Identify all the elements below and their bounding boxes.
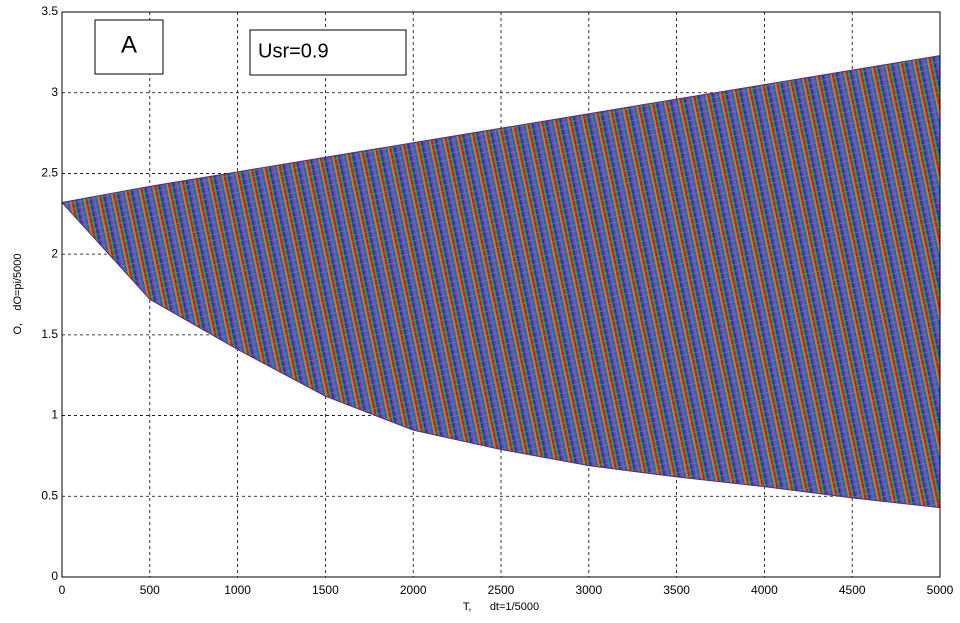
annotation: Usr=0.9 [258, 40, 329, 62]
y-tick-label: 1 [51, 408, 58, 422]
x-tick-label: 2500 [488, 583, 515, 597]
x-tick-label: 4500 [839, 583, 866, 597]
annotation-box [249, 29, 407, 76]
y-tick-label: 2 [51, 246, 58, 260]
annotation: A [121, 31, 137, 58]
band-edge [61, 202, 941, 509]
x-tick-label: 1500 [312, 583, 339, 597]
plot-frame [61, 11, 941, 578]
x-axis-label: T, dt=1/5000 [463, 601, 539, 613]
x-tick-label: 500 [140, 583, 160, 597]
x-tick-label: 1000 [224, 583, 251, 597]
band-fill [62, 55, 940, 508]
x-tick-label: 3500 [663, 583, 690, 597]
y-tick-label: 1.5 [41, 327, 58, 341]
y-tick-label: 3.5 [41, 4, 58, 18]
x-tick-label: 4000 [751, 583, 778, 597]
y-axis-label: O, dO=pi/5000 [12, 253, 24, 334]
y-tick-label: 3 [51, 85, 58, 99]
x-tick-label: 2000 [400, 583, 427, 597]
y-tick-label: 0 [51, 569, 58, 583]
x-tick-label: 0 [59, 583, 66, 597]
annotation-box [94, 19, 164, 75]
band-edge [61, 55, 941, 203]
y-tick-label: 2.5 [41, 166, 58, 180]
y-tick-label: 0.5 [41, 488, 58, 502]
x-tick-label: 5000 [927, 583, 954, 597]
x-tick-label: 3000 [575, 583, 602, 597]
